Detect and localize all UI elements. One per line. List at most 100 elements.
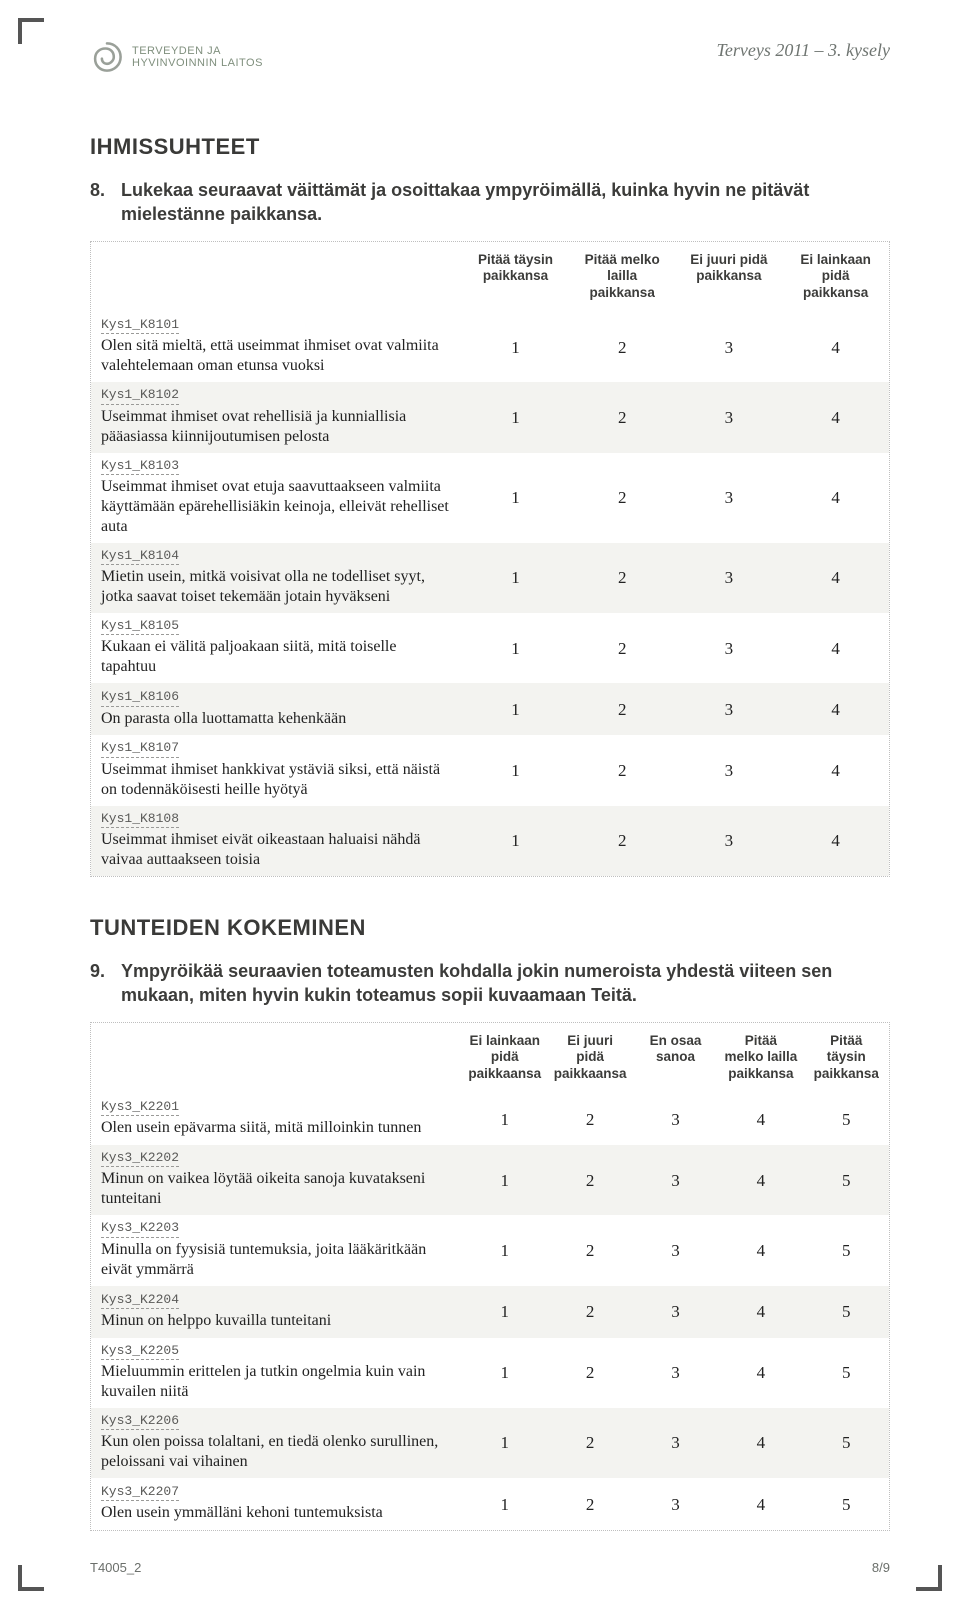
likert-option[interactable]: 2	[569, 407, 676, 428]
table-row: Kys1_K8105 Kukaan ei välitä paljoakaan si…	[91, 613, 889, 683]
likert-option[interactable]: 1	[462, 830, 569, 851]
likert-option[interactable]: 3	[676, 699, 783, 720]
question-number: 9.	[90, 959, 105, 1008]
variable-code: Kys1_K8105	[101, 618, 179, 635]
likert-option[interactable]: 4	[718, 1494, 803, 1515]
swirl-icon	[90, 40, 124, 74]
likert-option[interactable]: 4	[782, 830, 889, 851]
likert-option[interactable]: 4	[718, 1301, 803, 1322]
likert-option[interactable]: 2	[569, 699, 676, 720]
likert-option[interactable]: 1	[462, 1170, 547, 1191]
statement-text: Minun on helppo kuvailla tunteitani	[101, 1311, 452, 1331]
likert-table: Pitää täysin paikkansaPitää melko lailla…	[90, 241, 890, 877]
row-label-cell: Kys1_K8108Useimmat ihmiset eivät oikeast…	[91, 806, 462, 876]
likert-option[interactable]: 4	[782, 760, 889, 781]
likert-option[interactable]: 3	[633, 1170, 718, 1191]
likert-option[interactable]: 5	[804, 1494, 889, 1515]
row-label-cell: Kys3_K2204Minun on helppo kuvailla tunte…	[91, 1287, 462, 1337]
likert-option[interactable]: 4	[782, 567, 889, 588]
likert-option[interactable]: 4	[782, 699, 889, 720]
statement-text: Kukaan ei välitä paljoakaan siitä, mitä …	[101, 637, 452, 677]
likert-option[interactable]: 1	[462, 699, 569, 720]
question-number: 8.	[90, 178, 105, 227]
likert-option[interactable]: 4	[718, 1170, 803, 1191]
table-row: Kys3_K2205 Mieluummin erittelen ja tutkin…	[91, 1338, 889, 1408]
statement-text: Useimmat ihmiset ovat rehellisiä ja kunn…	[101, 407, 452, 447]
likert-option[interactable]: 4	[718, 1432, 803, 1453]
likert-option[interactable]: 3	[633, 1301, 718, 1322]
statement-text: Useimmat ihmiset hankkivat ystäviä siksi…	[101, 760, 452, 800]
likert-option[interactable]: 3	[676, 638, 783, 659]
likert-option[interactable]: 5	[804, 1362, 889, 1383]
likert-option[interactable]: 1	[462, 1301, 547, 1322]
statement-text: Olen usein ymmälläni kehoni tuntemuksist…	[101, 1503, 452, 1523]
likert-option[interactable]: 5	[804, 1432, 889, 1453]
likert-option[interactable]: 1	[462, 1494, 547, 1515]
likert-option[interactable]: 3	[676, 337, 783, 358]
likert-option[interactable]: 1	[462, 337, 569, 358]
likert-option[interactable]: 1	[462, 407, 569, 428]
likert-option[interactable]: 2	[569, 638, 676, 659]
likert-option[interactable]: 3	[676, 487, 783, 508]
likert-option[interactable]: 1	[462, 1240, 547, 1261]
likert-option[interactable]: 3	[676, 407, 783, 428]
likert-option[interactable]: 3	[633, 1362, 718, 1383]
likert-option[interactable]: 5	[804, 1240, 889, 1261]
statement-text: Minun on vaikea löytää oikeita sanoja ku…	[101, 1169, 452, 1209]
row-label-cell: Kys3_K2206Kun olen poissa tolaltani, en …	[91, 1408, 462, 1478]
likert-option[interactable]: 2	[569, 760, 676, 781]
likert-option[interactable]: 5	[804, 1301, 889, 1322]
likert-option[interactable]: 2	[547, 1109, 632, 1130]
table-row: Kys3_K2207Olen usein ymmälläni kehoni tu…	[91, 1478, 889, 1530]
likert-option[interactable]: 1	[462, 638, 569, 659]
likert-option[interactable]: 1	[462, 1432, 547, 1453]
likert-option[interactable]: 2	[547, 1494, 632, 1515]
likert-option[interactable]: 4	[782, 638, 889, 659]
likert-option[interactable]: 2	[547, 1301, 632, 1322]
likert-option[interactable]: 2	[547, 1240, 632, 1261]
likert-option[interactable]: 3	[633, 1109, 718, 1130]
likert-option[interactable]: 1	[462, 760, 569, 781]
likert-option[interactable]: 5	[804, 1109, 889, 1130]
likert-option[interactable]: 3	[633, 1494, 718, 1515]
page-number: 8/9	[872, 1560, 890, 1575]
table-row: Kys1_K8101Olen sitä mieltä, että useimma…	[91, 312, 889, 382]
table-body: Kys1_K8101Olen sitä mieltä, että useimma…	[91, 312, 889, 876]
likert-option[interactable]: 4	[718, 1109, 803, 1130]
likert-option[interactable]: 1	[462, 487, 569, 508]
likert-option[interactable]: 5	[804, 1170, 889, 1191]
crop-mark-icon	[18, 1565, 44, 1591]
variable-code: Kys3_K2205	[101, 1343, 179, 1360]
likert-option[interactable]: 3	[676, 567, 783, 588]
statement-text: Mieluummin erittelen ja tutkin ongelmia …	[101, 1362, 452, 1402]
likert-option[interactable]: 1	[462, 1109, 547, 1130]
crop-mark-icon	[916, 1565, 942, 1591]
likert-option[interactable]: 2	[547, 1170, 632, 1191]
likert-option[interactable]: 2	[569, 830, 676, 851]
likert-option[interactable]: 4	[718, 1362, 803, 1383]
likert-option[interactable]: 2	[569, 337, 676, 358]
likert-option[interactable]: 1	[462, 1362, 547, 1383]
row-label-cell: Kys1_K8101Olen sitä mieltä, että useimma…	[91, 312, 462, 382]
likert-option[interactable]: 4	[718, 1240, 803, 1261]
column-header: En osaa sanoa	[633, 1029, 718, 1088]
likert-option[interactable]: 2	[547, 1432, 632, 1453]
likert-option[interactable]: 4	[782, 487, 889, 508]
likert-option[interactable]: 2	[547, 1362, 632, 1383]
likert-option[interactable]: 4	[782, 337, 889, 358]
likert-option[interactable]: 3	[676, 760, 783, 781]
likert-option[interactable]: 3	[633, 1240, 718, 1261]
likert-option[interactable]: 3	[676, 830, 783, 851]
statement-text: Minulla on fyysisiä tuntemuksia, joita l…	[101, 1240, 452, 1280]
column-header: Ei juuri pidä paikkansa	[676, 248, 783, 307]
blank-cell	[91, 1029, 462, 1088]
likert-option[interactable]: 4	[782, 407, 889, 428]
likert-option[interactable]: 1	[462, 567, 569, 588]
table-row: Kys3_K2201Olen usein epävarma siitä, mit…	[91, 1093, 889, 1145]
table-row: Kys3_K2203Minulla on fyysisiä tuntemuksi…	[91, 1215, 889, 1285]
likert-option[interactable]: 2	[569, 487, 676, 508]
logo-line1: TERVEYDEN JA	[132, 45, 263, 57]
likert-option[interactable]: 3	[633, 1432, 718, 1453]
row-label-cell: Kys3_K2205 Mieluummin erittelen ja tutkin…	[91, 1338, 462, 1408]
likert-option[interactable]: 2	[569, 567, 676, 588]
